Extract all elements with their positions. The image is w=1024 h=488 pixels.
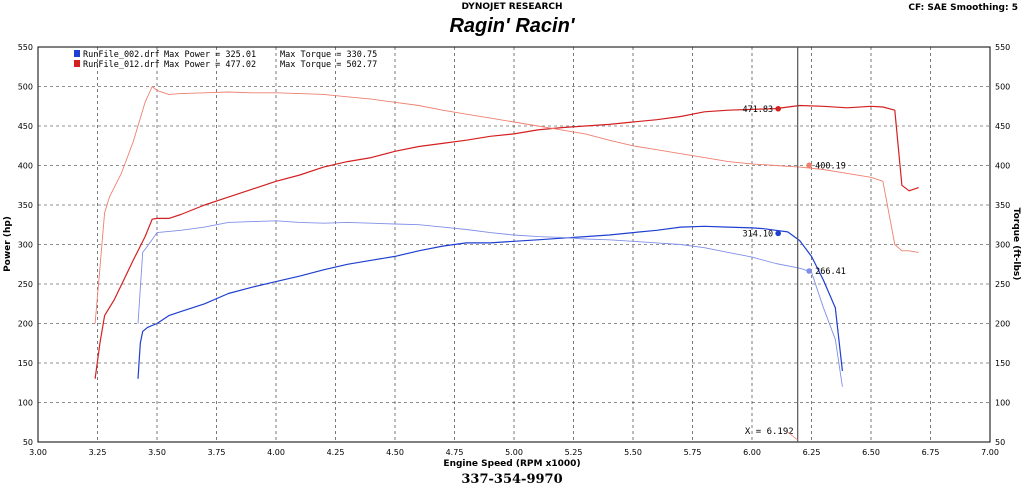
y-tick-label-left: 450 xyxy=(18,122,33,131)
x-tick-label: 3.50 xyxy=(148,448,166,457)
legend-run2-max-torque: Max Torque = 502.77 xyxy=(280,60,377,70)
data-label: 471.83 xyxy=(742,105,773,115)
y-tick-label-right: 300 xyxy=(995,241,1010,250)
legend-run2-file: RunFile_012.drf xyxy=(83,60,160,70)
y-tick-label-right: 250 xyxy=(995,280,1010,289)
x-tick-label: 6.25 xyxy=(803,448,821,457)
y-tick-label-right: 400 xyxy=(995,162,1010,171)
x-tick-label: 6.50 xyxy=(862,448,880,457)
chart-title: Ragin' Racin' xyxy=(449,15,575,37)
dyno-company-header: DYNOJET RESEARCH xyxy=(461,2,563,12)
x-tick-label: 4.50 xyxy=(386,448,404,457)
x-tick-label: 3.00 xyxy=(29,448,47,457)
data-point-marker xyxy=(775,105,781,112)
y-tick-label-left: 500 xyxy=(18,83,33,92)
y-tick-label-left: 50 xyxy=(23,438,33,447)
legend-run1-max-power: Max Power = 325.01 xyxy=(164,50,256,60)
series-line-3 xyxy=(94,104,919,379)
x-tick-label: 5.75 xyxy=(684,448,702,457)
y-tick-label-right: 450 xyxy=(995,122,1010,131)
data-point-marker xyxy=(806,162,812,169)
y-tick-label-left: 350 xyxy=(18,201,33,210)
legend-run2-max-power: Max Power = 477.02 xyxy=(164,60,256,70)
y-tick-label-right: 350 xyxy=(995,201,1010,210)
series-line-4 xyxy=(94,86,919,324)
y-axis-left-label: Power (hp) xyxy=(3,216,13,272)
x-tick-label: 4.75 xyxy=(446,448,464,457)
grid-lines xyxy=(38,47,990,442)
y-axis-left-ticks: 50 100 150 200 250 300 350 400 450 500 550 xyxy=(18,43,33,447)
phone-number-footer: 337-354-9970 xyxy=(461,472,563,487)
x-tick-label: 6.00 xyxy=(743,448,761,457)
x-tick-label: 3.25 xyxy=(89,448,107,457)
x-tick-label: 6.75 xyxy=(922,448,940,457)
y-tick-label-left: 550 xyxy=(18,43,33,52)
legend-swatch-run1 xyxy=(74,50,80,57)
x-tick-label: 5.50 xyxy=(624,448,642,457)
data-labels: 471.83 400.19 314.10 266.41 xyxy=(742,105,845,277)
correction-settings-text: CF: SAE Smoothing: 5 xyxy=(908,3,1018,13)
legend: RunFile_002.drf Max Power = 325.01 Max T… xyxy=(74,50,377,70)
series-lines xyxy=(94,86,919,387)
y-tick-label-left: 150 xyxy=(18,359,33,368)
y-axis-right-ticks: 50 100 150 200 250 300 350 400 450 500 550 xyxy=(995,43,1010,447)
x-tick-label: 4.00 xyxy=(267,448,285,457)
y-tick-label-right: 500 xyxy=(995,83,1010,92)
y-tick-label-right: 50 xyxy=(995,438,1005,447)
y-tick-label-right: 100 xyxy=(995,399,1010,408)
y-tick-label-left: 300 xyxy=(18,241,33,250)
data-point-marker xyxy=(806,268,812,274)
y-tick-label-left: 400 xyxy=(18,162,33,171)
x-tick-label: 4.25 xyxy=(327,448,345,457)
legend-run1-file: RunFile_002.drf xyxy=(83,50,160,60)
series-line-1 xyxy=(137,225,843,379)
cursor-tick xyxy=(787,431,798,441)
y-tick-label-left: 100 xyxy=(18,399,33,408)
data-label: 314.10 xyxy=(742,229,773,239)
cursor-label: X = 6.192 xyxy=(745,427,794,437)
data-point-marker xyxy=(775,230,781,237)
x-axis-ticks: 3.00 3.25 3.50 3.75 4.00 4.25 4.50 4.75 5.00 5.25… xyxy=(29,448,999,457)
y-tick-label-right: 550 xyxy=(995,43,1010,52)
y-tick-label-left: 200 xyxy=(18,320,33,329)
data-label: 400.19 xyxy=(815,161,846,171)
legend-run1-max-torque: Max Torque = 330.75 xyxy=(280,50,377,60)
x-axis-label: Engine Speed (RPM x1000) xyxy=(443,459,580,469)
y-tick-label-right: 150 xyxy=(995,359,1010,368)
x-tick-label: 3.75 xyxy=(208,448,226,457)
x-tick-label: 5.00 xyxy=(505,448,523,457)
y-axis-right-label: Torque (ft-lbs) xyxy=(1011,208,1021,281)
legend-swatch-run2 xyxy=(74,60,80,67)
series-line-2 xyxy=(137,220,843,387)
cursor: X = 6.192 xyxy=(745,47,799,442)
y-tick-label-left: 250 xyxy=(18,280,33,289)
y-tick-label-right: 200 xyxy=(995,320,1010,329)
x-tick-label: 5.25 xyxy=(565,448,583,457)
x-tick-label: 7.00 xyxy=(981,448,999,457)
data-label: 266.41 xyxy=(815,267,846,277)
